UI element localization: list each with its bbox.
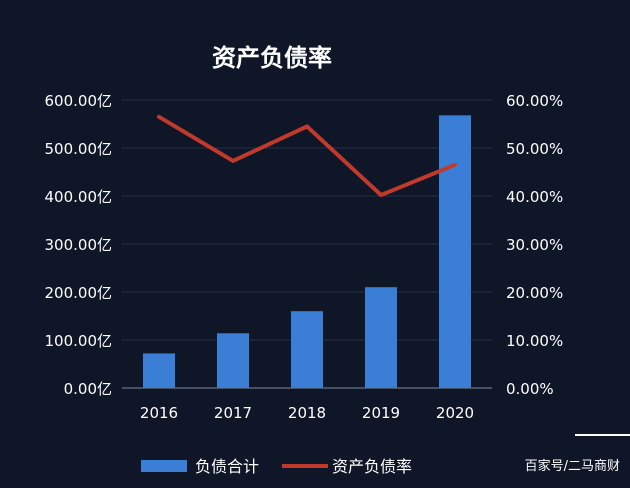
legend: 负债合计 资产负债率 (141, 457, 412, 476)
chart-title: 资产负债率 (212, 44, 332, 72)
watermark: 百家号/二马商财 (524, 459, 620, 474)
bar (439, 115, 471, 389)
right-tick-label: 50.00% (506, 140, 563, 158)
right-tick-label: 60.00% (506, 92, 563, 110)
left-tick-label: 0.00亿 (64, 380, 112, 398)
left-tick-label: 500.00亿 (45, 140, 113, 158)
left-axis: 0.00亿 100.00亿 200.00亿 300.00亿 400.00亿 500.00亿… (45, 92, 113, 398)
x-tick-label: 2020 (436, 404, 474, 422)
bar-series (143, 115, 471, 389)
right-tick-label: 10.00% (506, 332, 563, 350)
x-axis: 2016 2017 2018 2019 2020 (140, 404, 474, 422)
legend-swatch-bar (141, 460, 187, 472)
right-axis: 0.00% 10.00% 20.00% 30.00% 40.00% 50.00% 60.00… (506, 92, 563, 398)
left-tick-label: 200.00亿 (45, 284, 113, 302)
bar (143, 353, 175, 388)
x-tick-label: 2016 (140, 404, 178, 422)
grid-lines (122, 99, 492, 389)
series-line (157, 114, 457, 198)
x-tick-label: 2017 (214, 404, 252, 422)
left-tick-label: 100.00亿 (45, 332, 113, 350)
right-tick-label: 30.00% (506, 236, 563, 254)
bar (365, 287, 397, 388)
divider-line (575, 434, 630, 436)
bar (217, 333, 249, 388)
right-tick-label: 40.00% (506, 188, 563, 206)
left-tick-label: 400.00亿 (45, 188, 113, 206)
x-tick-label: 2018 (288, 404, 326, 422)
left-tick-label: 300.00亿 (45, 236, 113, 254)
left-tick-label: 600.00亿 (45, 92, 113, 110)
legend-label-line: 资产负债率 (332, 457, 412, 476)
x-tick-label: 2019 (362, 404, 400, 422)
legend-label-bar: 负债合计 (195, 457, 259, 476)
bar (291, 311, 323, 388)
right-tick-label: 0.00% (506, 380, 554, 398)
right-tick-label: 20.00% (506, 284, 563, 302)
line-series (157, 114, 457, 198)
